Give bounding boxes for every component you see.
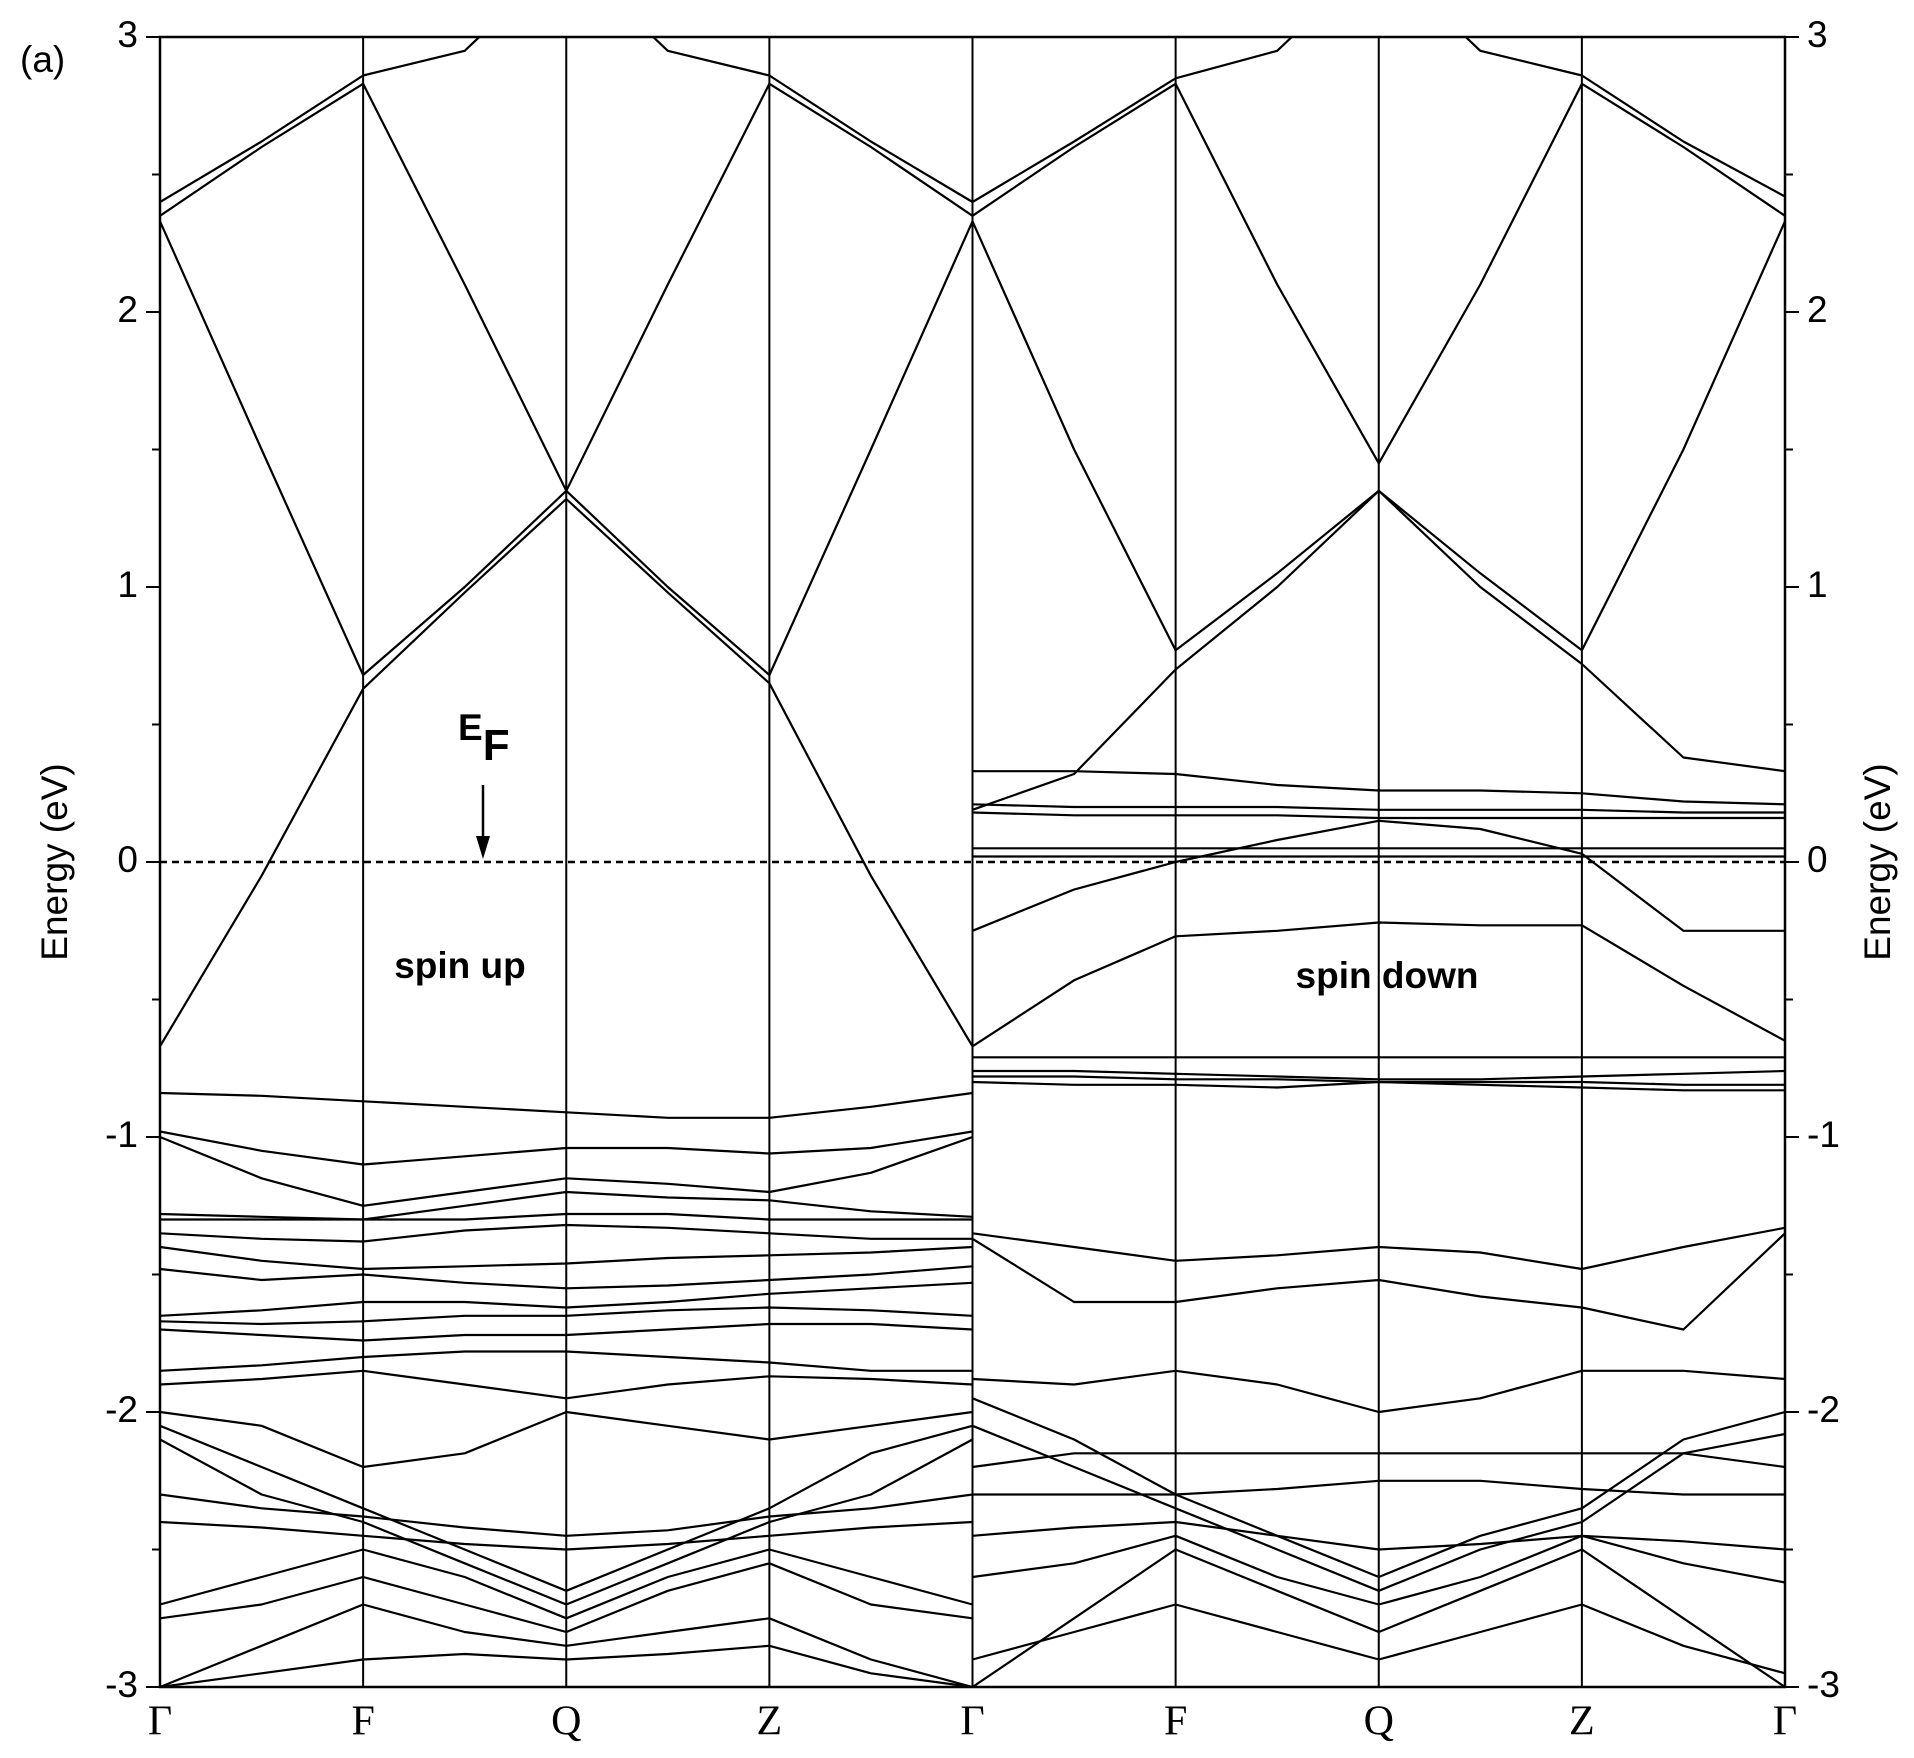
band-line: [972, 770, 1785, 806]
band-line: [160, 1306, 973, 1326]
band-line: [160, 1223, 973, 1243]
band-line: [160, 1410, 973, 1469]
x-tick-label: Γ: [960, 1699, 984, 1745]
y-axis-label: Energy (eV): [34, 763, 75, 960]
band-line: [972, 1080, 1785, 1092]
band-line: [160, 1369, 973, 1400]
x-tick-label: Γ: [148, 1699, 172, 1745]
band-line: [972, 811, 1785, 820]
band-line: [160, 82, 974, 492]
annotation: spin down: [1296, 955, 1479, 996]
y2-tick-label: 3: [1807, 14, 1828, 55]
band-line: [972, 1069, 1785, 1081]
fermi-label-subscript: F: [483, 721, 510, 770]
x-tick-label: Z: [1569, 1699, 1595, 1745]
y2-tick-label: -1: [1807, 1114, 1840, 1155]
band-line: [160, 1322, 973, 1342]
band-line: [972, 1369, 1785, 1414]
bands: [160, 37, 1785, 1687]
y2-tick-label: 0: [1807, 839, 1828, 880]
band-line: [160, 1130, 973, 1166]
y-tick-label: 3: [117, 14, 138, 55]
band-line: [972, 1226, 1785, 1271]
y2-tick-label: -2: [1807, 1389, 1840, 1430]
y-tick-label: -2: [105, 1389, 138, 1430]
band-line: [972, 489, 1785, 811]
band-line: [160, 1644, 973, 1687]
band-line: [972, 803, 1785, 814]
band-line: [160, 1438, 974, 1606]
band-line: [160, 37, 974, 203]
annotation: spin up: [394, 945, 526, 986]
y2-tick-label: -3: [1807, 1664, 1840, 1705]
band-line: [971, 1232, 1785, 1331]
band-line: [972, 1397, 1785, 1579]
band-line: [160, 1135, 973, 1207]
band-line: [160, 1493, 973, 1537]
x-tick-label: Γ: [1773, 1699, 1797, 1745]
x-tick-label: Q: [1364, 1699, 1394, 1745]
band-line: [971, 921, 1785, 1048]
band-line: [972, 1520, 1785, 1551]
x-tick-label: F: [351, 1699, 374, 1745]
panel-label: (a): [20, 39, 65, 80]
y-tick-label: -1: [105, 1114, 138, 1155]
band-line: [160, 1091, 973, 1119]
band-line: [160, 1190, 973, 1221]
band-line: [160, 1424, 973, 1592]
band-line: [971, 82, 1785, 465]
band-line: [160, 1265, 973, 1290]
fermi-label-main: E: [458, 707, 483, 748]
band-line: [971, 37, 1785, 203]
band-line: [160, 1245, 973, 1271]
band-line: [160, 497, 974, 1047]
band-line: [972, 1424, 1785, 1592]
plot-frame: [158, 35, 1787, 1689]
x-tick-label: Z: [757, 1699, 783, 1745]
band-line: [972, 1534, 1785, 1606]
band-line: [160, 1520, 973, 1551]
y-tick-label: 0: [117, 839, 138, 880]
fermi-arrow: [476, 785, 490, 859]
band-line: [972, 1479, 1785, 1496]
band-line: [160, 1562, 973, 1634]
band-line: [971, 1548, 1785, 1687]
y2-axis-label: Energy (eV): [1857, 763, 1898, 960]
band-line: [160, 1548, 973, 1620]
y2-tick-label: 1: [1807, 564, 1828, 605]
y-tick-label: -3: [105, 1664, 138, 1705]
band-line: [160, 1350, 973, 1372]
band-line: [160, 1603, 973, 1687]
band-line: [972, 1603, 1785, 1675]
x-tick-label: F: [1164, 1699, 1187, 1745]
band-line: [160, 1281, 973, 1317]
band-line: [160, 1212, 973, 1221]
y2-tick-label: 2: [1807, 289, 1828, 330]
band-line: [972, 819, 1785, 932]
y-tick-label: 1: [117, 564, 138, 605]
band-line: [972, 1452, 1785, 1469]
fermi-label: EF: [458, 707, 510, 770]
y-tick-label: 2: [117, 289, 138, 330]
x-tick-label: Q: [551, 1699, 581, 1745]
